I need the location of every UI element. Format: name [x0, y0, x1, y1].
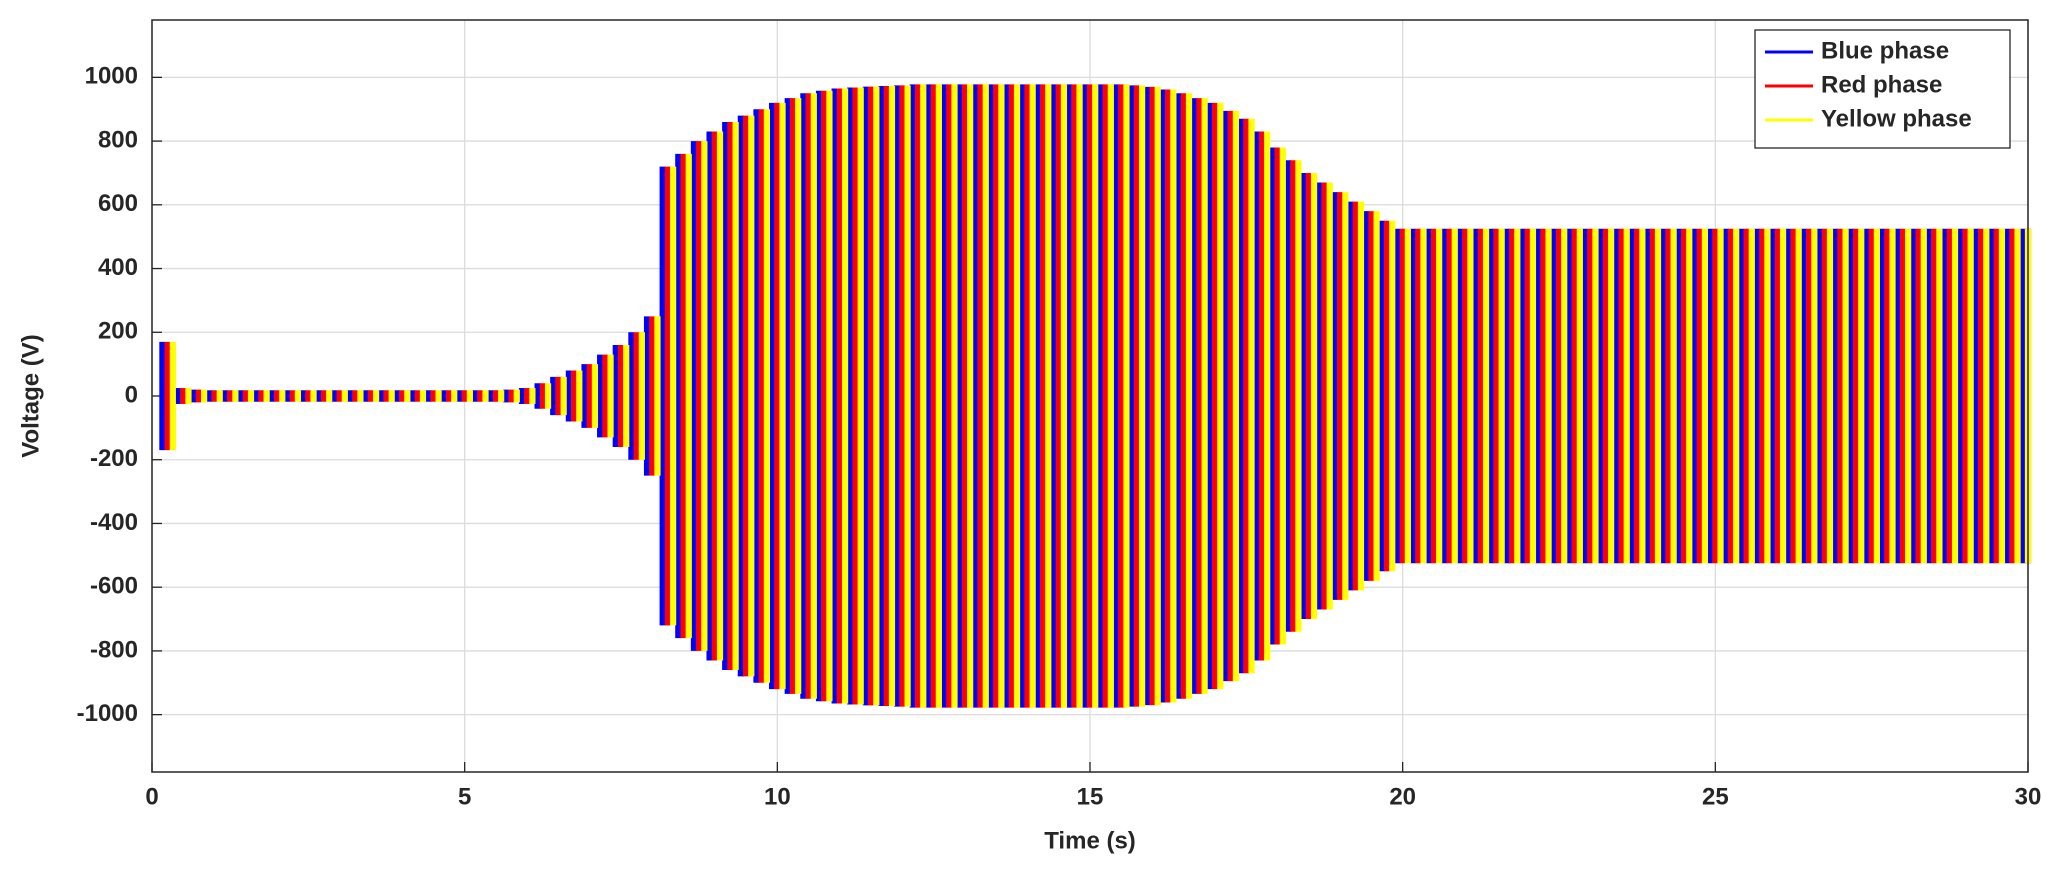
series	[169, 84, 2032, 708]
y-tick-label: 0	[125, 381, 138, 408]
x-tick-label: 25	[1702, 783, 1729, 810]
x-axis-label: Time (s)	[1044, 827, 1136, 854]
legend: Blue phase Red phase Yellow phase	[1754, 29, 2011, 149]
y-tick-label: -1000	[77, 700, 138, 727]
y-tick-label: 800	[98, 126, 138, 153]
y-axis-label: Voltage (V)	[17, 334, 44, 458]
series	[164, 84, 2032, 708]
plot-frame	[151, 19, 2029, 773]
y-tick-label: -400	[90, 509, 138, 536]
x-tick-label: 30	[2015, 783, 2042, 810]
y-tick-label: -600	[90, 573, 138, 600]
y-tick-label: 600	[98, 190, 138, 217]
y-tick-label: 200	[98, 318, 138, 345]
x-tick-label: 20	[1389, 783, 1416, 810]
x-tick-label: 5	[458, 783, 471, 810]
y-tick-label: -200	[90, 445, 138, 472]
x-tick-label: 15	[1077, 783, 1104, 810]
legend-box	[1754, 29, 2011, 149]
legend-label: Yellow phase	[1821, 105, 1972, 132]
y-tick-label: -800	[90, 636, 138, 663]
series	[159, 84, 2026, 708]
legend-label: Red phase	[1821, 71, 1942, 98]
y-tick-label: 400	[98, 254, 138, 281]
x-tick-label: 10	[764, 783, 791, 810]
x-tick-label: 0	[145, 783, 158, 810]
legend-label: Blue phase	[1821, 37, 1949, 64]
y-tick-label: 1000	[85, 63, 138, 90]
